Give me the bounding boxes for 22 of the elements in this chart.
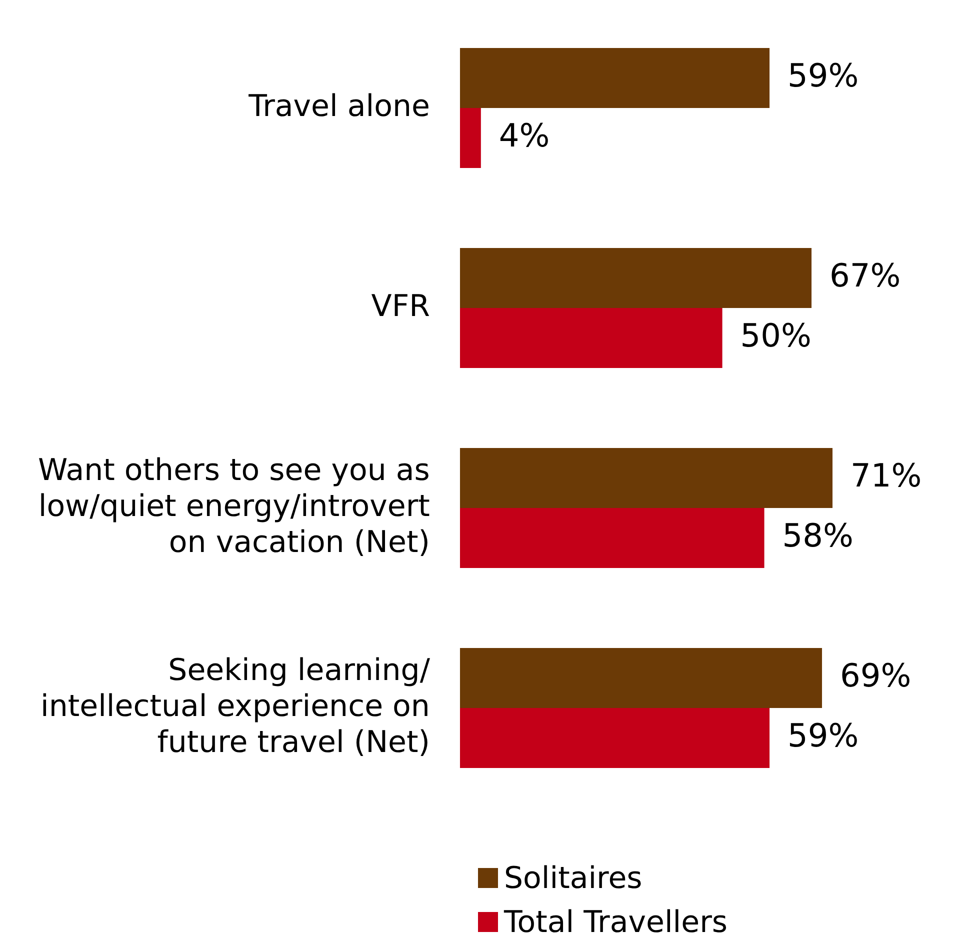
data-label: 67% <box>830 256 901 294</box>
legend-label: Solitaires <box>504 860 642 896</box>
bar <box>460 308 722 368</box>
data-label: 59% <box>788 56 859 94</box>
bar <box>460 708 770 768</box>
data-label: 59% <box>788 716 859 754</box>
y-tick-label: Travel alone <box>248 88 430 124</box>
data-label: 50% <box>740 316 812 354</box>
y-tick-label: VFR <box>371 288 430 324</box>
data-label: 71% <box>850 456 922 494</box>
bar <box>460 108 481 168</box>
bar <box>460 248 812 308</box>
data-label: 58% <box>782 516 854 554</box>
data-label: 69% <box>840 656 912 694</box>
bar <box>460 648 822 708</box>
legend-label: Total Travellers <box>504 904 728 940</box>
bar <box>460 448 833 508</box>
y-tick-label: Seeking learning/ intellectual experience on future travel (Net) <box>40 652 431 760</box>
y-tick-label: Want others to see you as low/quiet energy/introvert on vacation (Net) <box>38 452 430 560</box>
bar <box>460 48 770 108</box>
bar <box>460 508 764 568</box>
data-label: 4% <box>498 116 550 154</box>
